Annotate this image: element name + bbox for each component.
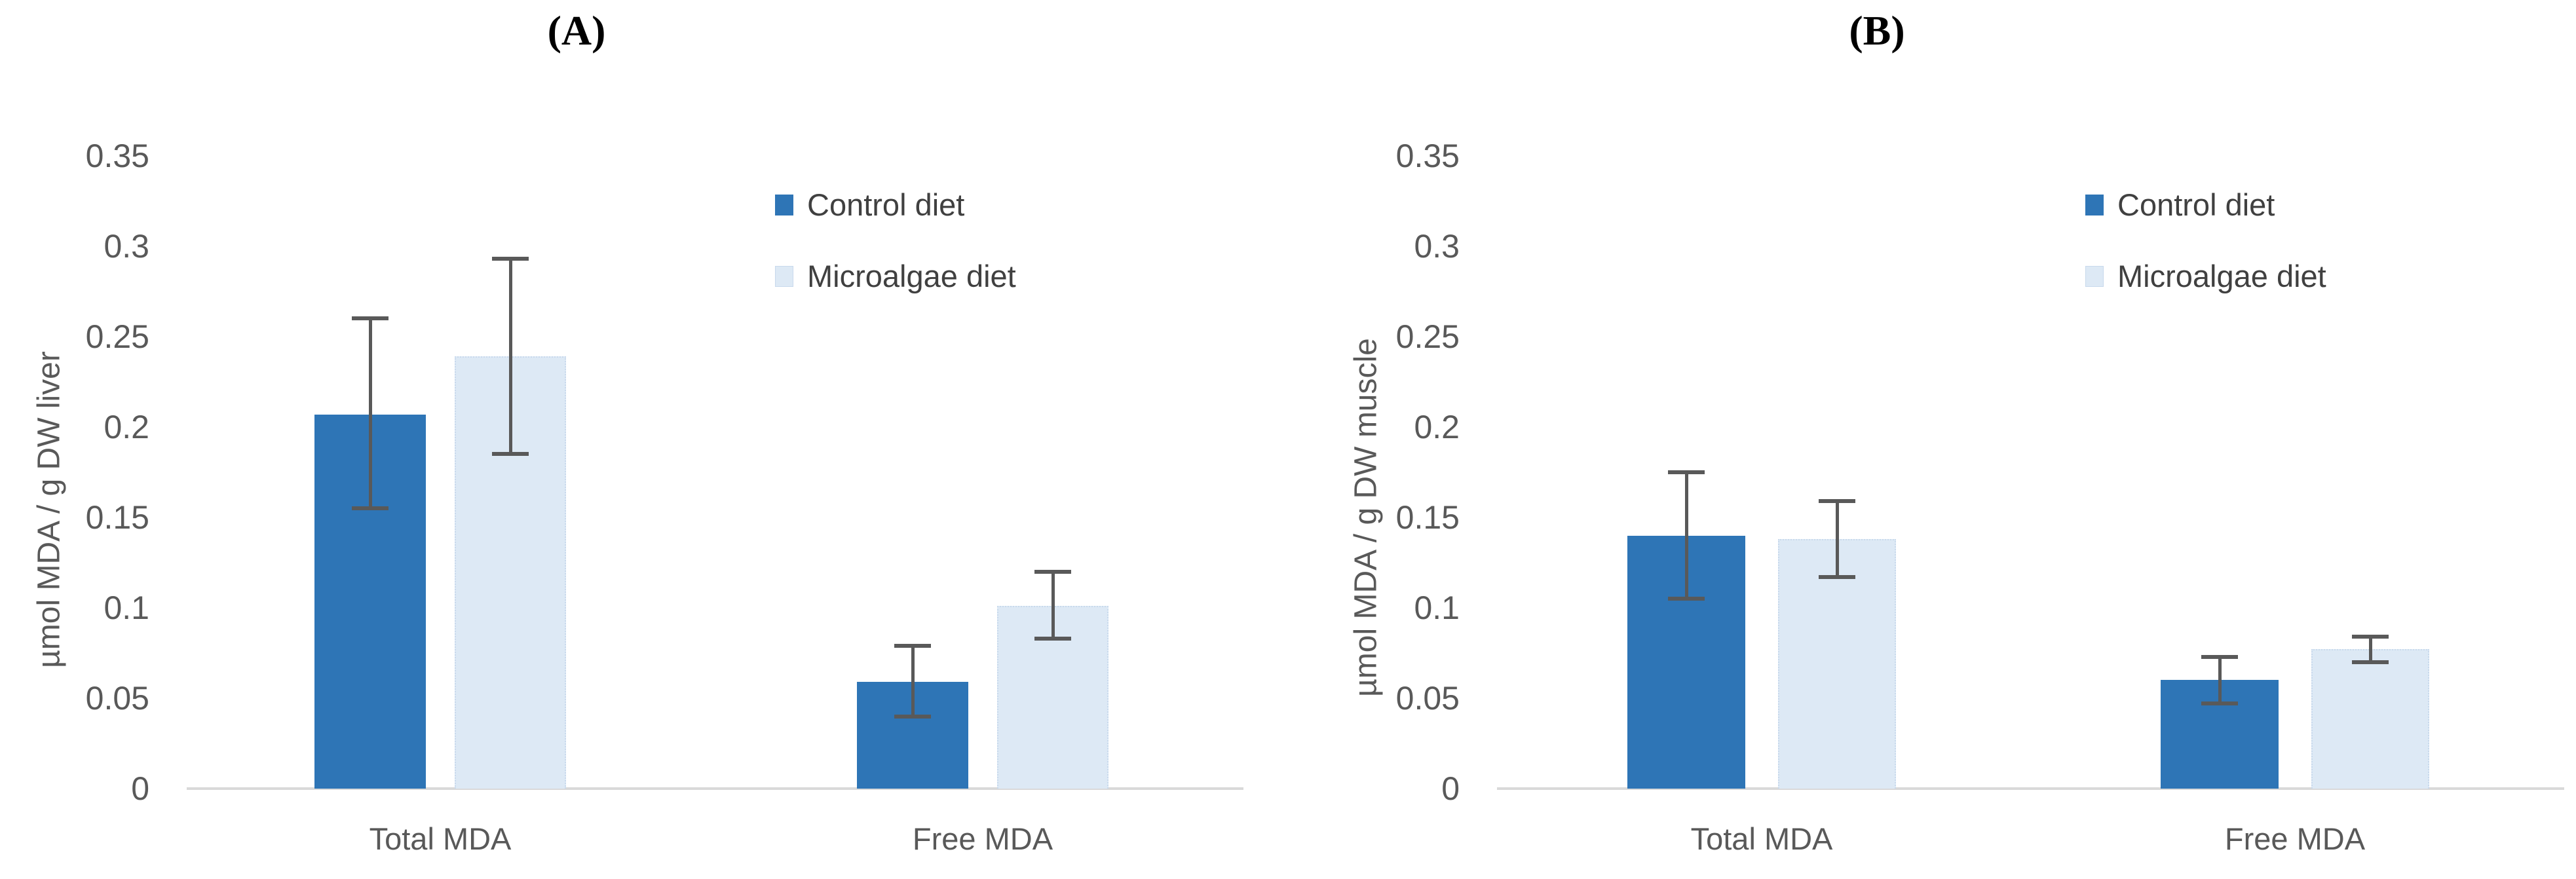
- error-bar-cap-bottom: [1668, 597, 1705, 601]
- y-axis-tick-label: 0.05: [1395, 680, 1460, 717]
- y-axis-tick-label: 0.1: [104, 589, 149, 626]
- error-bar-cap-top: [1034, 569, 1071, 574]
- y-axis-tick-label: 0.15: [1395, 499, 1460, 536]
- x-axis-line: [187, 787, 1243, 790]
- legend-label-microalgae: Microalgae diet: [807, 259, 1016, 293]
- y-axis-tick-label: 0.35: [1395, 138, 1460, 174]
- error-bar-line: [1684, 472, 1688, 599]
- x-axis-category-label: Total MDA: [1690, 821, 1833, 856]
- error-bar-cap-bottom: [1034, 636, 1071, 641]
- error-bar-cap-bottom: [492, 452, 529, 457]
- panel-a-title: (A): [547, 7, 606, 54]
- error-bar-cap-top: [894, 643, 931, 648]
- bar-microalgae-total-mda: [1778, 539, 1896, 789]
- legend-swatch-control: [2085, 195, 2104, 215]
- panel-b-title: (B): [1849, 7, 1905, 54]
- error-bar-line: [911, 645, 915, 717]
- error-bar-line: [1835, 501, 1839, 578]
- legend-label-control: Control diet: [2117, 187, 2275, 222]
- y-axis-tick-label: 0.15: [85, 499, 149, 536]
- error-bar-cap-top: [352, 316, 388, 321]
- x-axis-line: [1497, 787, 2564, 790]
- error-bar-line: [1051, 571, 1055, 639]
- y-axis-tick-label: 0: [1441, 770, 1460, 807]
- x-axis-category-label: Total MDA: [369, 821, 512, 856]
- error-bar-cap-bottom: [1819, 575, 1855, 580]
- y-axis-tick-label: 0.35: [85, 138, 149, 174]
- y-axis-tick-label: 0.25: [1395, 318, 1460, 355]
- y-axis-tick-label: 0.3: [1414, 228, 1460, 265]
- legend-label-control: Control diet: [807, 187, 965, 222]
- y-axis-tick-label: 0.3: [104, 228, 149, 265]
- error-bar-cap-top: [2201, 654, 2238, 659]
- legend-swatch-microalgae: [2085, 266, 2104, 287]
- legend-swatch-microalgae: [775, 266, 793, 287]
- y-axis-tick-label: 0.1: [1414, 589, 1460, 626]
- error-bar-line: [2368, 637, 2372, 662]
- y-axis-tick-label: 0.05: [85, 680, 149, 717]
- x-axis-category-label: Free MDA: [912, 821, 1053, 856]
- y-axis-tick-label: 0.2: [1414, 409, 1460, 445]
- error-bar-cap-bottom: [2201, 701, 2238, 706]
- error-bar-line: [368, 318, 372, 509]
- error-bar-cap-bottom: [894, 714, 931, 719]
- error-bar-line: [508, 259, 512, 455]
- error-bar-cap-top: [492, 257, 529, 261]
- error-bar-cap-top: [1819, 499, 1855, 504]
- y-axis-tick-label: 0.2: [104, 409, 149, 445]
- legend-label-microalgae: Microalgae diet: [2117, 259, 2326, 293]
- bar-microalgae-free-mda: [2311, 649, 2429, 789]
- y-axis-tick-label: 0.25: [85, 318, 149, 355]
- y-axis-tick-label: 0: [131, 770, 149, 807]
- legend-swatch-control: [775, 195, 793, 215]
- error-bar-line: [2218, 656, 2222, 704]
- x-axis-category-label: Free MDA: [2224, 821, 2366, 856]
- error-bar-cap-bottom: [352, 506, 388, 511]
- error-bar-cap-top: [1668, 470, 1705, 474]
- error-bar-cap-bottom: [2352, 660, 2389, 664]
- error-bar-cap-top: [2352, 635, 2389, 639]
